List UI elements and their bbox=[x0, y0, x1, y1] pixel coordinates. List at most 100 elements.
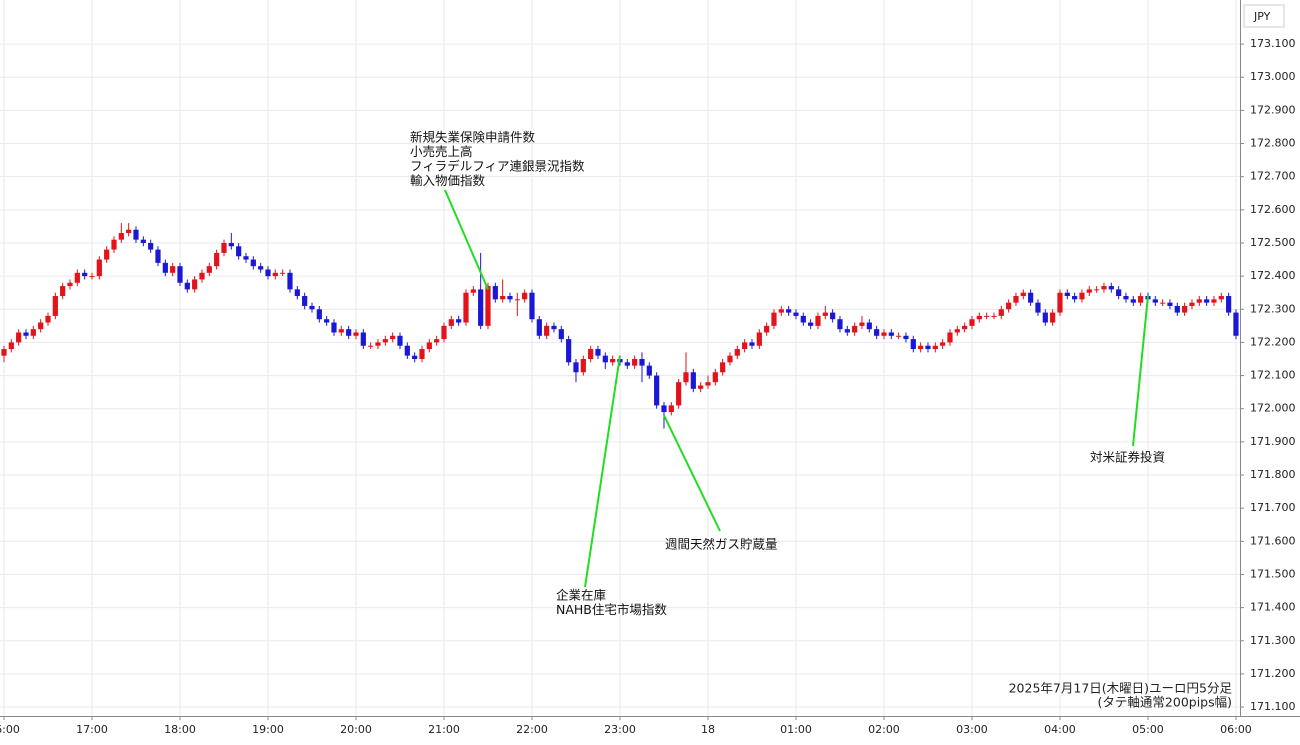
unit-box bbox=[1243, 4, 1285, 28]
candle-body bbox=[294, 289, 300, 297]
candle-body bbox=[104, 249, 110, 260]
candle-body bbox=[89, 276, 95, 278]
y-tick-label: 171.300 bbox=[1250, 634, 1296, 647]
candle-body bbox=[522, 292, 528, 300]
x-tick-label: 04:00 bbox=[1044, 723, 1076, 736]
candle-body bbox=[250, 259, 256, 267]
x-tick-label: 19:00 bbox=[252, 723, 284, 736]
candle-body bbox=[38, 322, 44, 330]
x-tick-label: 06:00 bbox=[1220, 723, 1252, 736]
candle-body bbox=[551, 325, 557, 330]
candle-body bbox=[485, 286, 491, 326]
candle-body bbox=[1167, 302, 1173, 306]
candle-body bbox=[8, 342, 14, 350]
y-tick-label: 172.500 bbox=[1250, 236, 1296, 249]
annotation-text: フィラデルフィア連銀景況指数 bbox=[410, 159, 585, 174]
candle-body bbox=[720, 362, 726, 373]
candle-body bbox=[368, 345, 374, 347]
candle-body bbox=[412, 355, 418, 359]
candle-body bbox=[206, 266, 212, 273]
candle-body bbox=[580, 358, 586, 373]
candle-body bbox=[419, 349, 425, 359]
candle-body bbox=[1108, 286, 1114, 290]
candle-body bbox=[397, 335, 403, 346]
candle-body bbox=[544, 325, 550, 336]
candle-body bbox=[786, 309, 792, 313]
y-tick-label: 172.200 bbox=[1250, 335, 1296, 348]
annotation-text: 企業在庫 bbox=[556, 588, 606, 603]
candle-body bbox=[705, 382, 711, 386]
candle-body bbox=[1233, 312, 1239, 336]
candle-body bbox=[962, 325, 968, 330]
candle-body bbox=[1174, 305, 1180, 313]
caption: (タテ軸通常200pips幅) bbox=[1098, 695, 1232, 710]
candle-body bbox=[258, 266, 264, 270]
candle-body bbox=[1006, 302, 1012, 310]
y-tick-label: 172.300 bbox=[1250, 302, 1296, 315]
candle-body bbox=[749, 342, 755, 346]
candle-body bbox=[646, 365, 652, 376]
candle-body bbox=[23, 332, 29, 336]
candle-body bbox=[111, 239, 117, 250]
candle-body bbox=[558, 329, 564, 340]
candle-body bbox=[910, 339, 916, 350]
candle-body bbox=[280, 272, 286, 274]
annotation-pointer bbox=[663, 414, 721, 532]
candle-body bbox=[1196, 299, 1202, 303]
x-tick-label: 21:00 bbox=[428, 723, 460, 736]
candle-body bbox=[148, 242, 154, 250]
y-tick-label: 171.900 bbox=[1250, 435, 1296, 448]
candle-body bbox=[1035, 302, 1041, 313]
annotation-text: 対米証券投資 bbox=[1090, 450, 1165, 465]
candle-body bbox=[661, 405, 667, 413]
annotation-pointer bbox=[444, 189, 489, 290]
candle-body bbox=[918, 345, 924, 350]
candle-body bbox=[896, 335, 902, 337]
candle-body bbox=[566, 339, 572, 363]
candle-body bbox=[177, 266, 183, 283]
candle-body bbox=[698, 385, 704, 389]
candle-body bbox=[954, 329, 960, 333]
candle-body bbox=[243, 256, 249, 260]
candle-body bbox=[940, 342, 946, 346]
candle-body bbox=[1050, 312, 1056, 323]
candle-body bbox=[573, 362, 579, 373]
candle-body bbox=[1152, 299, 1158, 303]
y-tick-label: 173.000 bbox=[1250, 70, 1296, 83]
candle-body bbox=[287, 272, 293, 290]
candle-body bbox=[60, 286, 66, 297]
candle-body bbox=[536, 319, 542, 336]
candle-body bbox=[1086, 289, 1092, 293]
candle-body bbox=[272, 272, 278, 277]
candle-body bbox=[830, 312, 836, 320]
x-tick-label: 17:00 bbox=[76, 723, 108, 736]
candle-body bbox=[1218, 296, 1224, 300]
candle-body bbox=[976, 315, 982, 320]
candle-body bbox=[800, 315, 806, 323]
y-tick-label: 172.900 bbox=[1250, 103, 1296, 116]
candle-body bbox=[1123, 296, 1129, 300]
candle-body bbox=[514, 299, 520, 301]
candle-body bbox=[874, 329, 880, 336]
candle-body bbox=[30, 329, 36, 336]
candle-body bbox=[903, 335, 909, 340]
y-axis-label: JPY bbox=[1253, 10, 1271, 23]
candle-body bbox=[52, 296, 58, 316]
candle-body bbox=[214, 252, 220, 267]
candle-body bbox=[434, 339, 440, 343]
candle-body bbox=[500, 296, 506, 300]
candle-body bbox=[712, 372, 718, 383]
candle-body bbox=[126, 229, 132, 234]
x-tick-label: 02:00 bbox=[868, 723, 900, 736]
candle-body bbox=[837, 319, 843, 330]
candle-body bbox=[1182, 305, 1188, 313]
candle-body bbox=[771, 312, 777, 326]
candle-body bbox=[236, 246, 242, 257]
y-tick-label: 171.500 bbox=[1250, 567, 1296, 580]
candle-body bbox=[888, 332, 894, 336]
candle-body bbox=[602, 355, 608, 363]
candle-body bbox=[228, 242, 234, 247]
annotation-text: NAHB住宅市場指数 bbox=[556, 602, 667, 617]
y-tick-label: 171.800 bbox=[1250, 468, 1296, 481]
